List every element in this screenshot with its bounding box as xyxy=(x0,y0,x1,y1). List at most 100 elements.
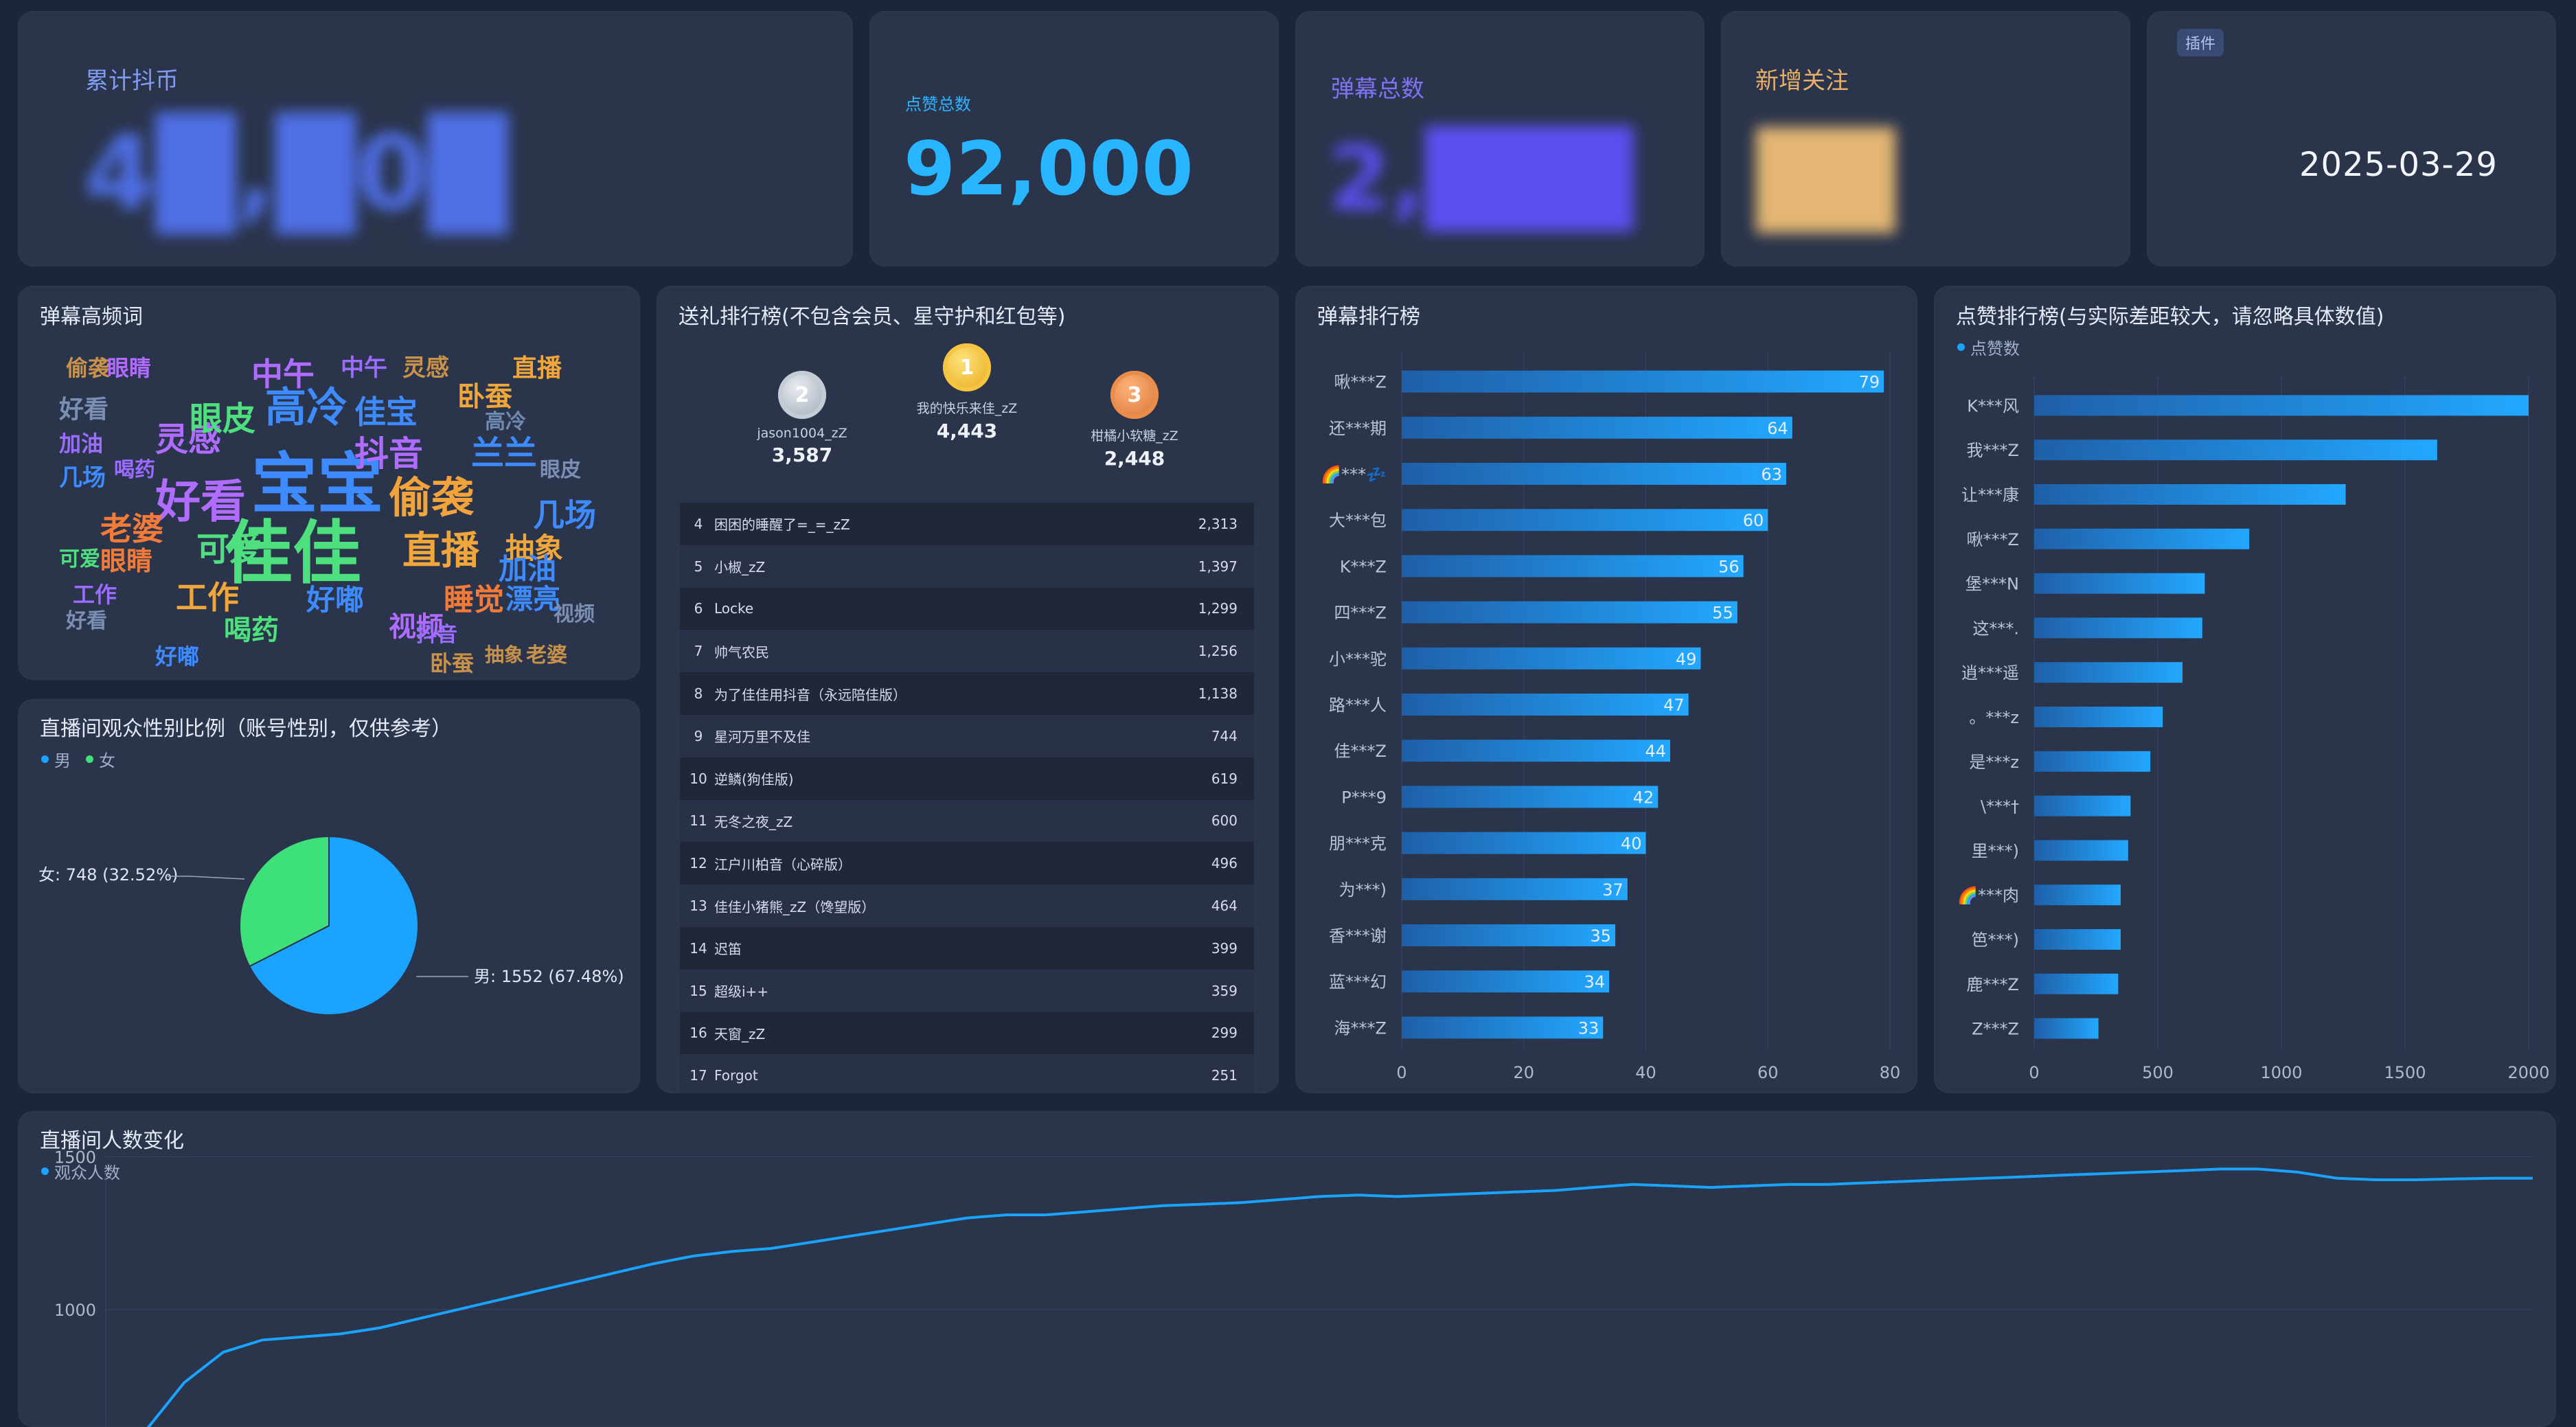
bar-value-label: 55 xyxy=(1712,604,1733,623)
bar[interactable] xyxy=(2034,840,2128,861)
name-cell: 为了佳佳用抖音（永远陪佳版） xyxy=(714,672,1132,715)
legend-likes[interactable]: 点赞数 xyxy=(1957,335,2020,359)
wordcloud-word: 眼睛 xyxy=(100,546,153,577)
bar[interactable] xyxy=(2034,528,2250,549)
bar[interactable] xyxy=(2034,573,2205,594)
medal-second: 2 jason1004_zZ 3,587 xyxy=(720,371,885,466)
pie-slice-male[interactable] xyxy=(248,835,419,1016)
medal-first-name: 我的快乐来佳_zZ xyxy=(916,401,1018,416)
y-category-label: 逍***遥 xyxy=(1961,663,2019,683)
medal-second-name: jason1004_zZ xyxy=(757,426,847,441)
y-category-label: 是***z xyxy=(1969,753,2019,772)
x-tick-label: 0 xyxy=(1396,1063,1406,1082)
wordcloud-word: 几场 xyxy=(59,464,106,492)
danmu-rank-chart: 0 20 40 60 80 啾***Z 79 还***期 64 🌈***💤 63 大***包 60 K**… xyxy=(1321,352,1900,1082)
y-category-label: 。***z xyxy=(1969,708,2019,727)
legend-male[interactable]: 男 xyxy=(41,747,71,771)
wordcloud-word: 佳宝 xyxy=(354,393,418,431)
rank-cell: 5 xyxy=(680,545,714,588)
y-category-label: 笆***) xyxy=(1972,931,2019,950)
medal-first: 1 我的快乐来佳_zZ 4,443 xyxy=(885,343,1049,442)
bar[interactable] xyxy=(2034,1018,2099,1039)
medal-third: 3 柑橘小软糖_zZ 2,448 xyxy=(1052,371,1217,470)
bar[interactable] xyxy=(2034,884,2121,906)
bar[interactable] xyxy=(1402,878,1628,900)
bar[interactable] xyxy=(1402,1016,1604,1039)
medal-third-value: 2,448 xyxy=(1104,447,1165,470)
wordcloud-word: 喝药 xyxy=(224,615,279,646)
bar[interactable] xyxy=(1402,416,1792,439)
series-line[interactable] xyxy=(106,1167,2533,1427)
bar[interactable] xyxy=(1402,786,1659,808)
rank-cell: 12 xyxy=(680,842,714,885)
wordcloud-word: 眼睛 xyxy=(107,354,152,381)
kpi-coins-label: 累计抖币 xyxy=(85,67,179,95)
danmu-rank-card: 弹幕排行榜 0 20 40 60 80 啾***Z 79 还***期 64 🌈***💤 63 大***… xyxy=(1295,286,1917,1093)
bar-value-label: 37 xyxy=(1602,880,1623,900)
rank-cell: 6 xyxy=(680,587,714,630)
gender-legend: 男 女 xyxy=(41,747,115,771)
bar[interactable] xyxy=(2034,617,2202,639)
y-tick-label: 1500 xyxy=(54,1148,96,1167)
bar[interactable] xyxy=(1402,463,1786,485)
bar[interactable] xyxy=(1402,924,1616,946)
bar[interactable] xyxy=(1402,370,1884,393)
rank-cell: 14 xyxy=(680,926,714,970)
bar[interactable] xyxy=(1402,509,1768,532)
y-category-label: 朋***克 xyxy=(1329,834,1387,854)
pie-slice-female[interactable] xyxy=(239,835,330,968)
female-dot xyxy=(86,755,93,763)
bar[interactable] xyxy=(2034,795,2131,817)
bar[interactable] xyxy=(1402,555,1744,578)
value-cell: 2,313 xyxy=(1132,503,1254,545)
wordcloud-word: 好看 xyxy=(155,475,246,528)
value-cell: 1,256 xyxy=(1132,630,1254,673)
wordcloud-word: 抖音 xyxy=(354,434,423,474)
y-category-label: 为***) xyxy=(1339,880,1387,900)
bar[interactable] xyxy=(2034,707,2163,727)
bar[interactable] xyxy=(2034,973,2119,994)
bar[interactable] xyxy=(1402,601,1737,624)
table-row: 10 逆鳞(狗佳版) 619 xyxy=(680,757,1254,800)
wordcloud-word: 卧蚕 xyxy=(430,650,475,676)
medal-first-value: 4,443 xyxy=(936,420,998,442)
kpi-follows-label: 新增关注 xyxy=(1755,67,1849,95)
rank-cell: 8 xyxy=(680,672,714,715)
table-row: 5 小椒_zZ 1,397 xyxy=(680,545,1254,588)
bar[interactable] xyxy=(1402,694,1689,716)
gender-pie-chart: 女: 748 (32.52%) 男: 1552 (67.48%) xyxy=(38,835,624,1016)
kpi-likes-label: 点赞总数 xyxy=(905,95,971,114)
bar[interactable] xyxy=(2034,751,2151,772)
rank-cell: 15 xyxy=(680,969,714,1012)
wordcloud-word: 好看 xyxy=(66,609,107,633)
wordcloud-word: 睡觉 xyxy=(444,582,504,618)
y-category-label: K***Z xyxy=(1340,557,1387,576)
value-cell: 464 xyxy=(1132,884,1254,927)
value-cell: 399 xyxy=(1132,926,1254,970)
name-cell: 星河万里不及佳 xyxy=(714,714,1132,757)
table-row: 15 超级i++ 359 xyxy=(680,969,1254,1012)
bar[interactable] xyxy=(2034,395,2529,416)
wordcloud-word: 漂亮 xyxy=(505,584,560,615)
legend-female[interactable]: 女 xyxy=(86,747,115,771)
bar[interactable] xyxy=(1402,740,1671,762)
y-category-label: \***† xyxy=(1981,797,2019,817)
legend-viewers[interactable]: 观众人数 xyxy=(41,1159,120,1183)
bar[interactable] xyxy=(1402,970,1610,993)
likes-rank-card: 点赞排行榜(与实际差距较大，请忽略具体数值) 点赞数 0 500 1000 1500 2… xyxy=(1934,286,2556,1093)
wordcloud-word: 好嘟 xyxy=(306,582,365,617)
value-cell: 600 xyxy=(1132,799,1254,843)
bar[interactable] xyxy=(2034,439,2437,461)
bar[interactable] xyxy=(2034,929,2121,950)
wordcloud: 宝宝 佳佳 好看 偷袭 直播 高冷 抖音 灵感 几场 老婆 可爱 工作 眼皮 中午 佳宝 卧蚕 抽象 眼睛 睡觉 漂亮… xyxy=(59,334,622,674)
x-tick-label: 2000 xyxy=(2507,1063,2549,1082)
likes-rank-chart: 0 500 1000 1500 2000 K***风我***Z 让***康啾***Z 堡***… xyxy=(1957,376,2550,1082)
wordcloud-word: 几场 xyxy=(533,496,596,534)
kpi-danmu-card: 弹幕总数 2,███ xyxy=(1295,11,1705,266)
bar[interactable] xyxy=(2034,662,2182,683)
bar[interactable] xyxy=(2034,484,2346,505)
kpi-danmu-label: 弹幕总数 xyxy=(1331,76,1424,103)
danmu-rank-title: 弹幕排行榜 xyxy=(1317,305,1420,329)
bar[interactable] xyxy=(1402,647,1701,670)
bar[interactable] xyxy=(1402,832,1646,854)
